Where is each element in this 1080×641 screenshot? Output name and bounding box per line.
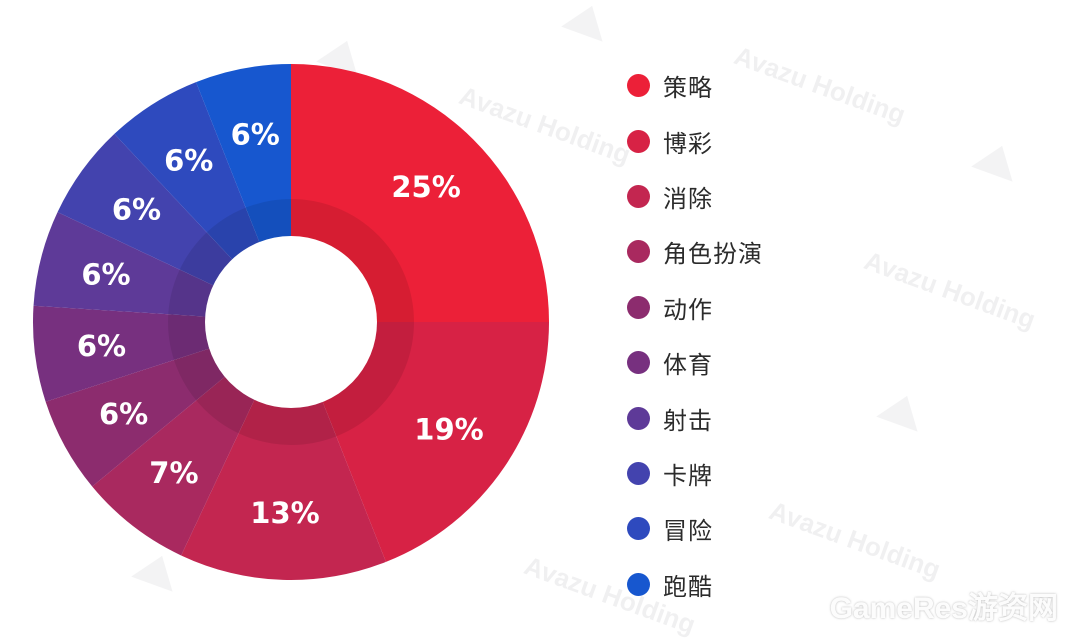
legend-item: 策略 xyxy=(627,58,763,113)
legend-swatch xyxy=(627,572,650,596)
data-label: 6% xyxy=(112,193,161,227)
donut-slice xyxy=(181,322,386,580)
legend-label: 卡牌 xyxy=(663,461,713,490)
legend-item: 射击 xyxy=(627,390,763,445)
legend-item: 卡牌 xyxy=(627,446,763,501)
legend-item: 体育 xyxy=(627,335,763,390)
legend-swatch xyxy=(627,461,650,485)
legend-item: 动作 xyxy=(627,280,763,335)
legend-swatch xyxy=(627,351,650,375)
data-label: 6% xyxy=(81,258,130,292)
legend-swatch xyxy=(627,406,650,430)
legend-label: 跑酷 xyxy=(663,572,713,601)
legend-label: 射击 xyxy=(663,406,713,435)
legend-item: 角色扮演 xyxy=(627,224,763,279)
legend-item: 跑酷 xyxy=(627,557,763,612)
donut-chart: 25%19%13%7%6%6%6%6%6%6% xyxy=(32,64,549,580)
watermark-logo-icon xyxy=(876,388,928,432)
donut-slice xyxy=(291,64,549,322)
donut-hole xyxy=(205,236,377,408)
data-label: 6% xyxy=(231,117,280,151)
donut-inner-ring xyxy=(168,199,414,445)
legend-label: 角色扮演 xyxy=(663,240,763,269)
data-label: 19% xyxy=(414,412,483,446)
legend-item: 博彩 xyxy=(627,113,763,168)
donut-slice xyxy=(291,322,549,562)
watermark-text: Avazu Holding xyxy=(765,495,945,585)
chart-legend: 策略博彩消除角色扮演动作体育射击卡牌冒险跑酷 xyxy=(627,58,763,612)
legend-swatch xyxy=(627,129,650,153)
legend-label: 动作 xyxy=(663,295,713,324)
legend-label: 冒险 xyxy=(663,517,713,546)
legend-label: 消除 xyxy=(663,184,713,213)
data-label: 7% xyxy=(149,456,198,490)
legend-item: 消除 xyxy=(627,169,763,224)
data-label: 6% xyxy=(77,329,126,363)
legend-item: 冒险 xyxy=(627,501,763,556)
watermark-text: Avazu Holding xyxy=(860,245,1040,335)
data-label: 6% xyxy=(164,144,213,178)
legend-swatch xyxy=(627,74,650,98)
legend-label: 策略 xyxy=(663,74,713,103)
data-label: 13% xyxy=(250,496,319,530)
footer-watermark: GameRes游资网 xyxy=(829,592,1058,625)
data-label: 6% xyxy=(99,397,148,431)
legend-swatch xyxy=(627,517,650,541)
watermark-logo-icon xyxy=(971,138,1023,182)
data-label: 25% xyxy=(391,170,460,204)
legend-swatch xyxy=(627,295,650,319)
legend-swatch xyxy=(627,184,650,208)
legend-label: 体育 xyxy=(663,351,713,380)
legend-swatch xyxy=(627,240,650,264)
legend-label: 博彩 xyxy=(663,129,713,158)
